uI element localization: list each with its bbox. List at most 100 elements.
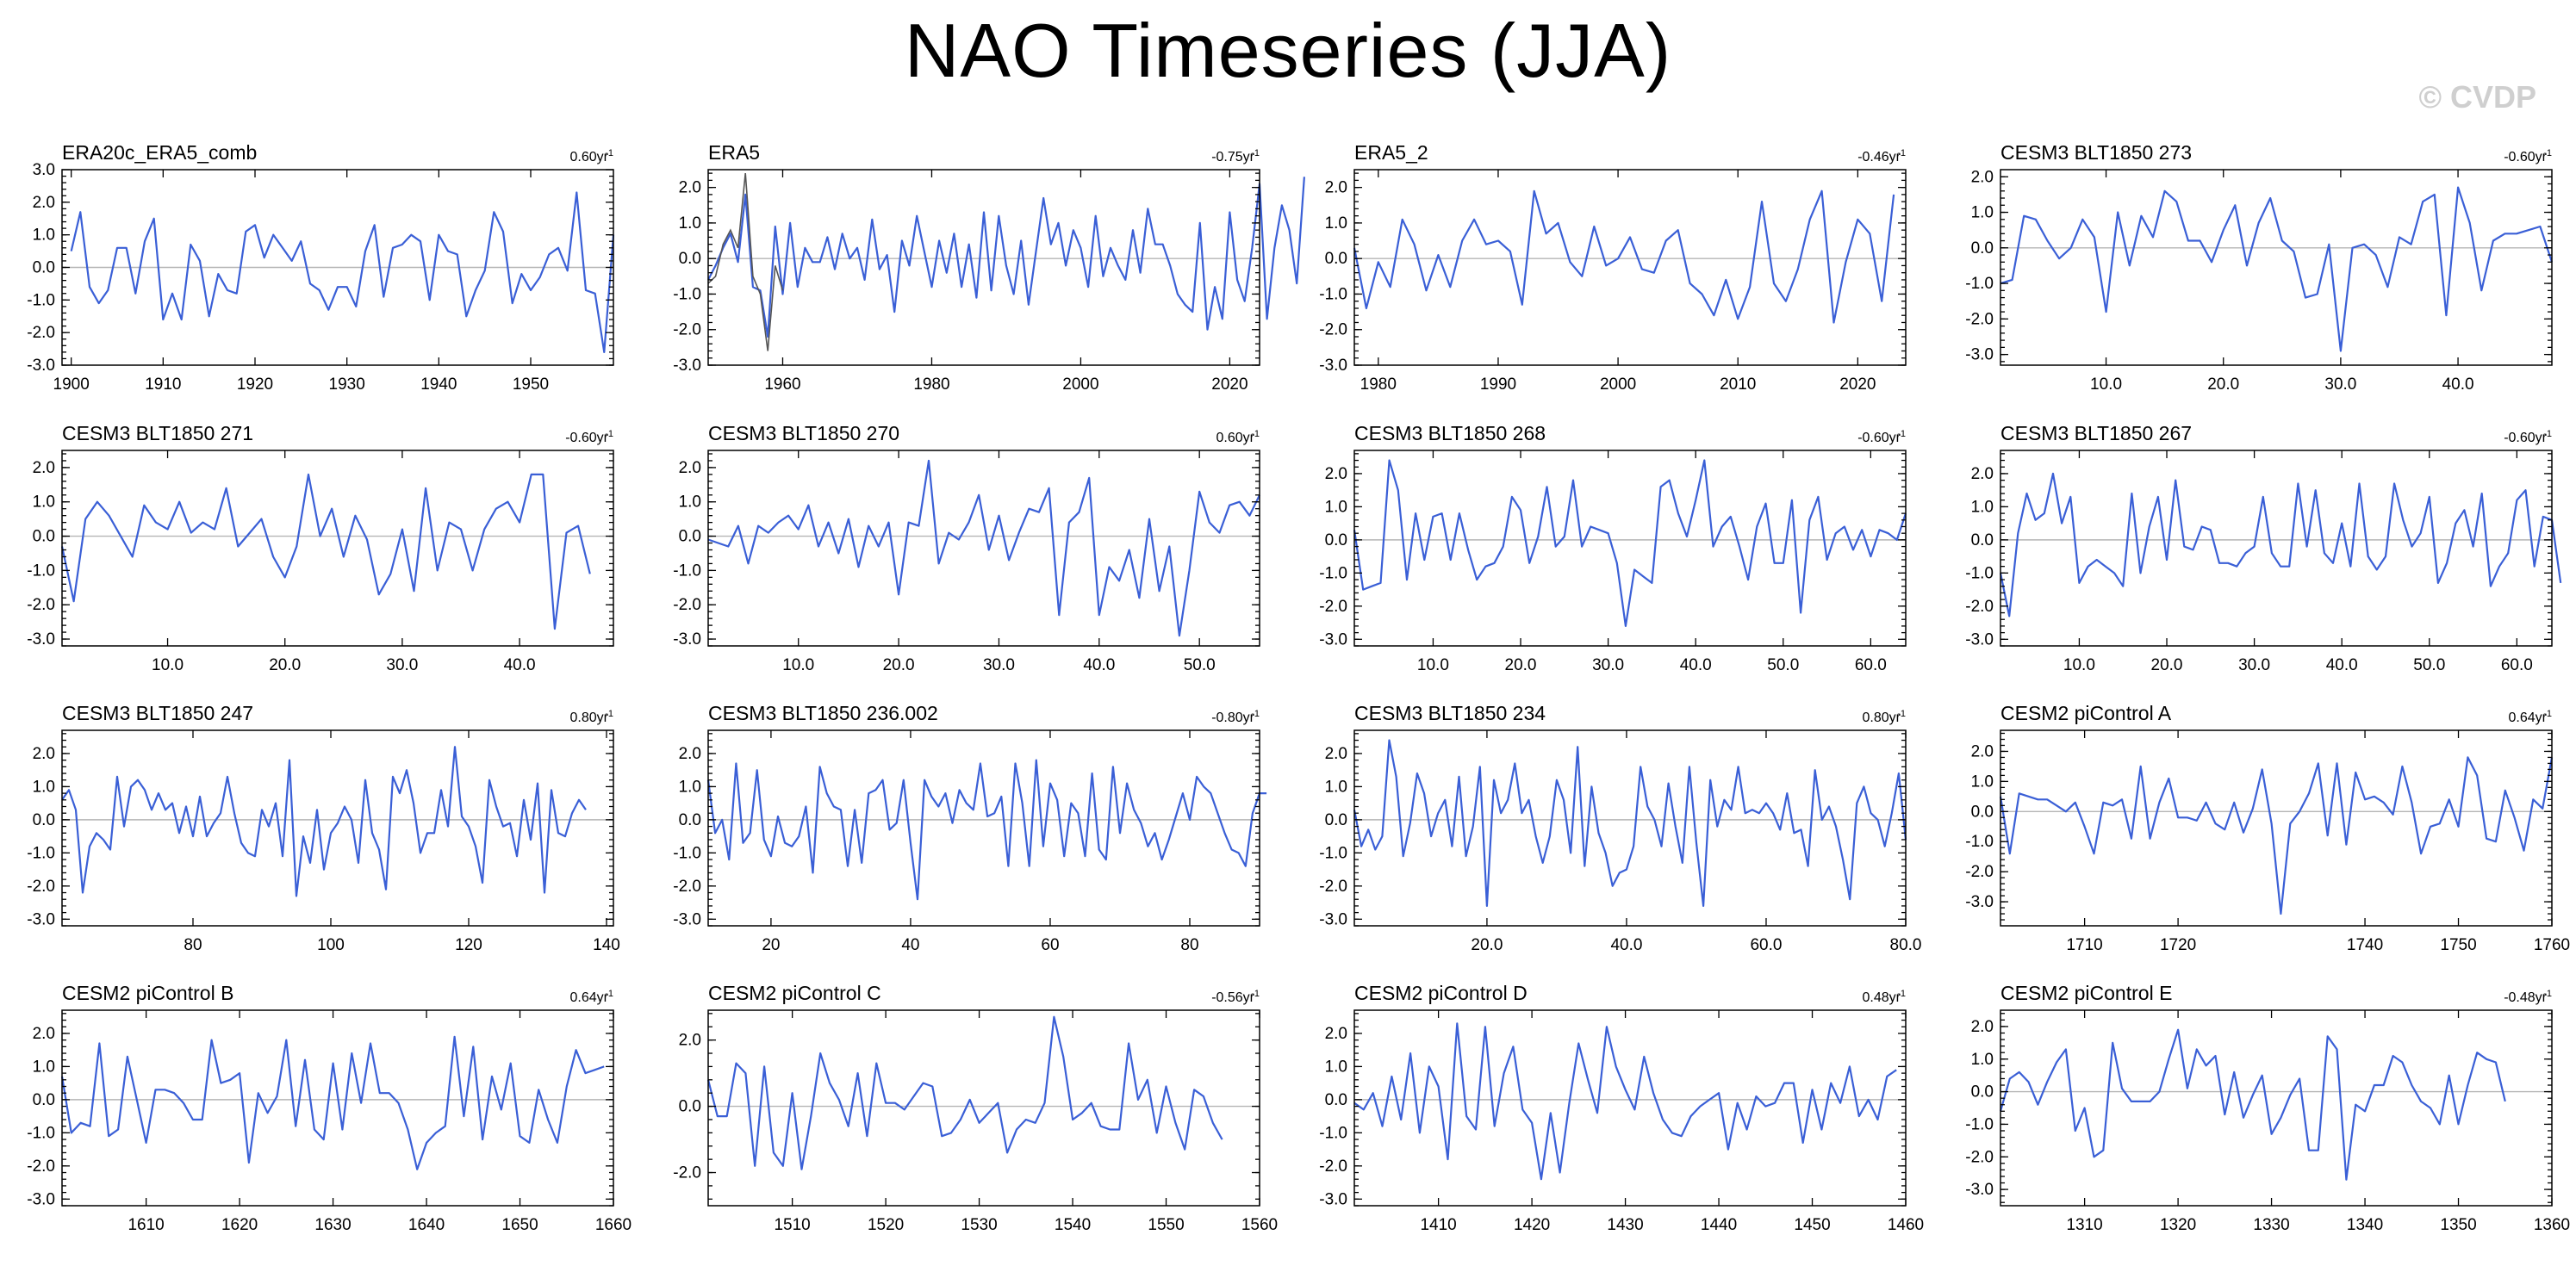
trend-label: -0.56yr bbox=[1211, 990, 1254, 1005]
trend-exponent: -1 bbox=[1897, 709, 1906, 719]
x-tick-label: 80.0 bbox=[1890, 936, 1922, 954]
x-tick-label: 40.0 bbox=[504, 656, 536, 674]
y-tick-label: -3.0 bbox=[673, 357, 701, 375]
y-tick-label: -3.0 bbox=[1965, 893, 1994, 911]
y-tick-label: 2.0 bbox=[1325, 179, 1347, 197]
nao-series-line bbox=[60, 473, 591, 630]
x-tick-label: 30.0 bbox=[1592, 656, 1624, 674]
y-tick-label: 0.0 bbox=[679, 250, 701, 268]
x-tick-label: 50.0 bbox=[2413, 656, 2445, 674]
y-tick-label: -2.0 bbox=[1965, 598, 1994, 616]
y-tick-label: 1.0 bbox=[1325, 778, 1347, 796]
nao-series-line bbox=[2000, 186, 2554, 352]
plot-frame bbox=[707, 1009, 1260, 1207]
trend-label: -0.60yr bbox=[1857, 431, 1901, 445]
x-tick-label: 2010 bbox=[1720, 375, 1756, 394]
x-tick-label: 2000 bbox=[1062, 375, 1098, 394]
secondary-series-line bbox=[707, 173, 784, 351]
y-tick-label: -2.0 bbox=[673, 321, 701, 339]
panel-title: ERA20c_ERA5_comb bbox=[62, 141, 257, 164]
y-tick-label: 1.0 bbox=[679, 214, 701, 233]
x-tick-label: 10.0 bbox=[782, 656, 814, 674]
y-tick-label: -2.0 bbox=[1319, 321, 1347, 339]
y-tick-label: -3.0 bbox=[27, 630, 55, 649]
trend-label: -0.46yr bbox=[1857, 150, 1901, 164]
y-tick-label: -3.0 bbox=[27, 1190, 55, 1208]
nao-series-line bbox=[706, 1015, 1223, 1170]
y-tick-label: 1.0 bbox=[679, 778, 701, 796]
trend-label: 0.64yr bbox=[2509, 711, 2548, 725]
x-tick-label: 1980 bbox=[913, 375, 949, 394]
nao-panel: CESM3 BLT1850 236.002 -0.80yr-1 -3.0 -2.0 -1… bbox=[673, 702, 1267, 954]
y-tick-label: 2.0 bbox=[33, 745, 55, 763]
trend-label: -0.48yr bbox=[2504, 990, 2547, 1005]
y-tick-label: 2.0 bbox=[1971, 742, 1994, 760]
nao-panel: CESM3 BLT1850 270 0.60yr-1 -3.0 -2.0 -1.0 0.0… bbox=[673, 422, 1260, 674]
x-tick-label: 1450 bbox=[1794, 1216, 1830, 1234]
x-tick-label: 100 bbox=[317, 936, 345, 954]
y-tick-label: -2.0 bbox=[1319, 878, 1347, 896]
x-tick-label: 1950 bbox=[513, 375, 549, 394]
y-tick-label: 1.0 bbox=[1971, 1051, 1994, 1069]
x-tick-label: 1760 bbox=[2534, 936, 2570, 954]
nao-panel: CESM3 BLT1850 273 -0.60yr-1 -3.0 -2.0 -1.0 0.… bbox=[1965, 141, 2554, 394]
x-tick-label: 1420 bbox=[1514, 1216, 1550, 1234]
y-tick-label: -1.0 bbox=[673, 562, 701, 580]
trend-exponent: -1 bbox=[605, 989, 613, 999]
y-tick-label: -1.0 bbox=[27, 1124, 55, 1142]
x-tick-label: 10.0 bbox=[2063, 656, 2095, 674]
trend-exponent: -1 bbox=[605, 709, 613, 719]
x-tick-label: 1360 bbox=[2534, 1216, 2570, 1234]
plot-frame bbox=[707, 169, 1260, 366]
y-tick-label: -1.0 bbox=[1965, 275, 1994, 293]
y-tick-label: -1.0 bbox=[1965, 564, 1994, 582]
x-tick-label: 20.0 bbox=[269, 656, 301, 674]
panel-title: CESM3 BLT1850 271 bbox=[62, 422, 253, 444]
trend-exponent: -1 bbox=[605, 429, 613, 439]
nao-series-line bbox=[707, 177, 1305, 338]
nao-panel: CESM2 piControl D 0.48yr-1 -3.0 -2.0 -1.0 0.0… bbox=[1319, 982, 1924, 1234]
x-tick-label: 1520 bbox=[868, 1216, 904, 1234]
y-tick-label: 2.0 bbox=[1971, 465, 1994, 483]
y-tick-label: -1.0 bbox=[27, 562, 55, 580]
x-tick-label: 1350 bbox=[2440, 1216, 2476, 1234]
y-tick-label: 2.0 bbox=[1971, 1018, 1994, 1036]
x-tick-label: 20.0 bbox=[1471, 936, 1503, 954]
y-tick-label: -2.0 bbox=[1965, 310, 1994, 328]
nao-series-line bbox=[1353, 1022, 1897, 1181]
y-tick-label: -3.0 bbox=[1965, 346, 1994, 364]
x-tick-label: 40.0 bbox=[1083, 656, 1115, 674]
plot-frame bbox=[2000, 450, 2553, 647]
nao-panel: CESM3 BLT1850 271 -0.60yr-1 -3.0 -2.0 -1.0 0.… bbox=[27, 422, 614, 674]
x-tick-label: 1750 bbox=[2440, 936, 2476, 954]
x-tick-label: 1340 bbox=[2347, 1216, 2383, 1234]
x-tick-label: 40.0 bbox=[1680, 656, 1712, 674]
panel-title: CESM2 piControl A bbox=[2000, 702, 2172, 724]
trend-exponent: -1 bbox=[2543, 989, 2552, 999]
y-tick-label: 1.0 bbox=[1971, 773, 1994, 791]
y-tick-label: 0.0 bbox=[1325, 811, 1347, 829]
x-tick-label: 140 bbox=[593, 936, 620, 954]
y-tick-label: -3.0 bbox=[1319, 1190, 1347, 1208]
y-tick-label: -3.0 bbox=[1965, 1181, 1994, 1199]
y-tick-label: 0.0 bbox=[679, 811, 701, 829]
plot-frame bbox=[61, 450, 614, 647]
y-tick-label: 0.0 bbox=[1325, 250, 1347, 268]
y-tick-label: 2.0 bbox=[1325, 745, 1347, 763]
x-tick-label: 2020 bbox=[1839, 375, 1876, 394]
trend-exponent: -1 bbox=[2543, 429, 2552, 439]
y-tick-label: -2.0 bbox=[673, 878, 701, 896]
y-tick-label: -1.0 bbox=[673, 844, 701, 862]
nao-panel: ERA20c_ERA5_comb 0.60yr-1 -3.0 -2.0 -1.0 0.0 1… bbox=[27, 141, 615, 394]
nao-panel: CESM2 piControl A 0.64yr-1 -3.0 -2.0 -1.0 0.0… bbox=[1965, 702, 2570, 954]
nao-series-line bbox=[1353, 189, 1895, 324]
nao-panel: CESM3 BLT1850 267 -0.60yr-1 -3.0 -2.0 -1.0 0.… bbox=[1965, 422, 2562, 674]
x-tick-label: 60.0 bbox=[1750, 936, 1782, 954]
y-tick-label: 0.0 bbox=[33, 259, 55, 277]
x-tick-label: 40.0 bbox=[1610, 936, 1642, 954]
x-tick-label: 2000 bbox=[1600, 375, 1636, 394]
x-tick-label: 40.0 bbox=[2442, 375, 2474, 394]
trend-exponent: -1 bbox=[1251, 989, 1260, 999]
x-tick-label: 30.0 bbox=[2238, 656, 2270, 674]
x-tick-label: 1940 bbox=[420, 375, 457, 394]
